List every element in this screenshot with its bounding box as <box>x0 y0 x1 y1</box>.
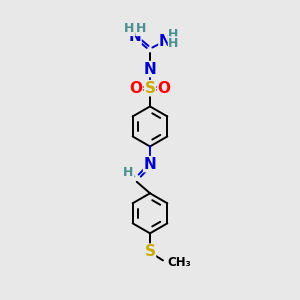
Text: N: N <box>144 61 156 76</box>
Text: N: N <box>159 34 172 49</box>
Text: N: N <box>128 29 141 44</box>
Text: N: N <box>144 157 156 172</box>
Text: H: H <box>168 37 179 50</box>
Text: H: H <box>136 22 146 35</box>
Text: H: H <box>168 28 178 41</box>
Text: CH₃: CH₃ <box>168 256 191 269</box>
Text: S: S <box>145 81 155 96</box>
Text: O: O <box>158 81 171 96</box>
Text: H: H <box>124 22 135 35</box>
Text: S: S <box>145 244 155 259</box>
Text: H: H <box>123 167 134 179</box>
Text: O: O <box>129 81 142 96</box>
